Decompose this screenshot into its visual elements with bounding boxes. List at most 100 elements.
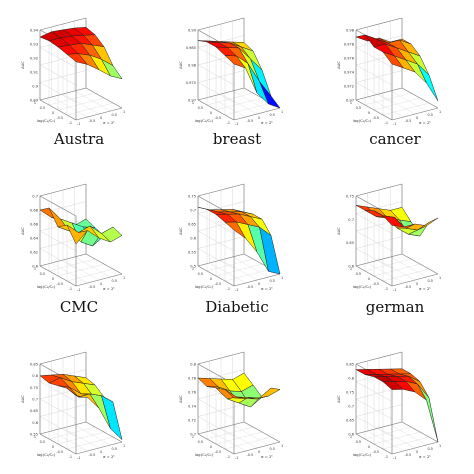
xy-tick-labels: -1-0.500.51-1-0.500.51 [34,101,125,126]
y-tick-label: -0.5 [56,450,63,454]
z-tick-label: 0.6 [32,421,38,425]
x-tick-label: 0 [100,116,102,120]
z-tick-label: 0.97 [188,99,196,103]
z-tick-labels: 0.99 0.985 0.98 0.975 0.97 [186,29,197,103]
caption-german: german [365,298,425,316]
axes-box [197,17,281,121]
y-tick-label: -1 [385,287,388,291]
y-tick-label: 1 [34,435,36,439]
z-tick-label: 0.975 [186,81,196,85]
y-tick-label: -0.5 [372,450,379,454]
y-tick-label: -1 [227,287,230,291]
x-tick-label: 0 [416,282,418,286]
z-tick-label: 0.66 [30,223,39,227]
x-tick-label: 1 [439,444,441,448]
z-tick-label: 0.65 [346,241,354,245]
surface [197,40,281,109]
xy-tick-labels: -1-0.500.51-1-0.500.51 [34,435,125,460]
surface-patch [101,395,123,441]
x-tick-label: 0 [100,282,102,286]
axes-box [355,17,439,121]
surface-panel-9: 0.85 0.8 0.75 0.7 0.65 0.6 -1 -0.5 0 0.5 1 -1 -0.5 0 0… [316,336,474,464]
surface-panel-5: 0.75 0.7 0.65 0.6 0.55 0.5 -1 -0.5 0 0.5 1 -1 -0.5 0 0… [158,168,316,296]
xy-tick-labels: -1-0.500.51-1-0.500.51 [192,267,283,292]
surface-patch [417,217,439,231]
z-tick-label: 0.75 [346,391,354,395]
x-tick-label: 0 [416,450,418,454]
surface-patch [417,383,439,443]
z-tick-label: 0.972 [344,85,354,89]
y-axis-label: σ = 2ᵏ [261,286,273,291]
z-tick-label: 0.94 [30,29,39,33]
z-tick-label: 0.75 [188,195,196,199]
y-tick-label: -1 [227,455,230,459]
y-tick-label: -0.5 [372,116,379,120]
z-tick-label: 0.7 [32,195,38,199]
surface-panel-8: 0.8 0.78 0.76 0.74 0.72 0.7 -1 -0.5 0 0.5 1 -1 -0.5 0… [158,336,316,464]
x-axis-label: log(C₁/C₂) [195,452,214,457]
z-tick-label: 0.8 [32,374,38,378]
y-tick-label: 1 [192,435,194,439]
y-tick-label: -1 [69,121,72,125]
axes-box [39,17,123,121]
x-tick-label: -0.5 [247,285,254,289]
z-tick-labels: 0.94 0.93 0.92 0.91 0.9 0.89 [30,29,39,103]
surface-plot-svg: 0.80.780.760.740.720.7-1-0.500.51-1-0.50… [179,351,283,460]
y-tick-label: -0.5 [214,282,221,286]
z-axis-label: AUC [21,395,25,403]
z-axis-label: AUC [337,61,341,69]
x-axis-label: log(C₁/C₂) [353,284,372,289]
y-tick-label: -0.5 [214,116,221,120]
x-tick-label: 0.5 [428,279,433,283]
x-tick-label: 0 [258,116,260,120]
xy-tick-labels: -1-0.500.51-1-0.500.51 [350,435,441,460]
surface-patch [417,63,439,102]
x-tick-label: 0.5 [112,447,117,451]
x-tick-label: -1 [77,456,80,460]
surface-panel-4: 0.7 0.68 0.66 0.64 0.62 0.6 -1 -0.5 0 0.5 1 -1 -0.5 0… [0,168,158,296]
z-tick-label: 0.5 [190,265,196,269]
surface-patch [101,226,123,243]
z-tick-label: 0.75 [346,195,354,199]
surface-plot-svg: 0.940.930.920.910.90.89-1-0.500.51-1-0.5… [21,17,125,126]
y-tick-label: -0.5 [372,282,379,286]
surface [355,368,439,443]
x-axis-label: log(C₁/C₂) [37,284,56,289]
axes-box [39,351,123,455]
z-tick-label: 0.62 [30,251,38,255]
y-tick-label: 0.5 [198,440,203,444]
x-tick-label: -1 [393,456,396,460]
y-tick-label: -1 [385,455,388,459]
z-tick-label: 0.978 [344,43,355,47]
y-tick-label: 0 [52,445,54,449]
x-axis-label: log(C₁/C₂) [195,118,214,123]
z-tick-label: 0.78 [188,377,197,381]
y-tick-label: 0 [210,445,212,449]
z-tick-label: 0.92 [30,57,38,61]
x-tick-label: 0.5 [112,113,117,117]
y-tick-label: 0.5 [40,106,45,110]
surface-plot-svg: 0.980.9780.9760.9740.9720.97-1-0.500.51-… [337,17,441,126]
z-tick-label: 0.8 [348,377,354,381]
z-axis-label: AUC [21,61,25,69]
xy-tick-labels: -1-0.500.51-1-0.500.51 [34,267,125,292]
x-tick-label: 0.5 [270,113,275,117]
z-tick-label: 0.6 [32,265,38,269]
y-axis-label: σ = 2ᵏ [103,454,115,459]
z-tick-label: 0.93 [30,43,38,47]
surface-plot-svg: 0.990.9850.980.9750.97-1-0.500.51-1-0.50… [179,17,283,126]
caption-diabetic: Diabetic [205,298,269,316]
y-tick-label: -1 [69,455,72,459]
z-tick-labels: 0.98 0.978 0.976 0.974 0.972 0.97 [344,29,355,103]
y-axis-label: σ = 2ᵏ [103,286,115,291]
x-tick-label: 1 [123,444,125,448]
y-tick-label: 0.5 [198,272,203,276]
z-tick-labels: 0.85 0.8 0.75 0.7 0.65 0.6 0.55 [30,363,39,437]
z-tick-label: 0.8 [190,363,196,367]
y-tick-label: 1 [34,101,36,105]
x-tick-label: -1 [77,288,80,292]
caption-breast: breast [212,130,262,148]
surface [355,34,439,102]
surface-plot-svg: 0.850.80.750.70.650.6-1-0.500.51-1-0.500… [337,351,441,460]
